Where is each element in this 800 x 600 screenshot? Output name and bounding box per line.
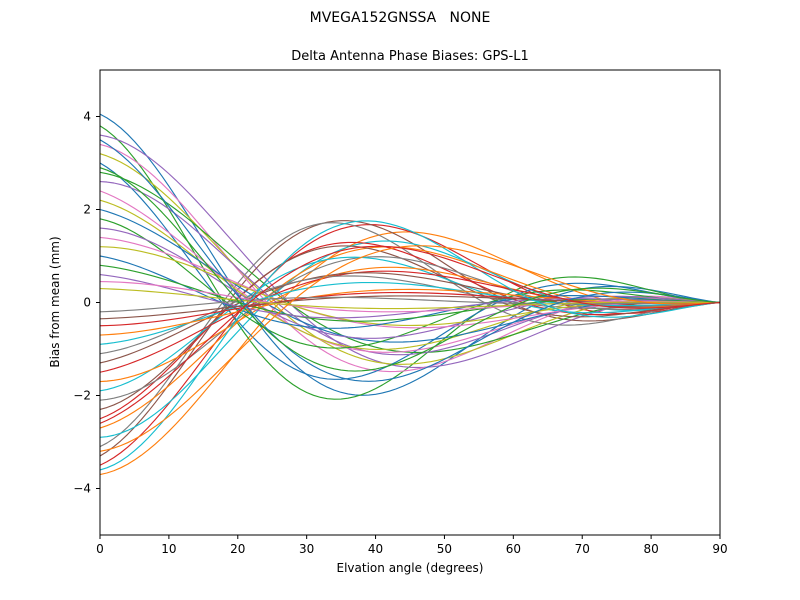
y-tick-label: 0	[83, 296, 91, 310]
x-tick-label: 40	[368, 542, 383, 556]
bias-curve	[99, 274, 721, 319]
bias-curve	[99, 280, 721, 313]
bias-curve	[99, 236, 721, 329]
y-tick-label: 2	[83, 203, 91, 217]
x-tick-label: 80	[643, 542, 658, 556]
bias-curve	[99, 153, 721, 365]
bias-curve	[99, 245, 721, 452]
bias-curve	[99, 287, 721, 310]
y-tick-label: −4	[73, 482, 91, 496]
bias-curve	[99, 220, 721, 471]
y-axis-label: Bias from mean (mm)	[48, 236, 62, 368]
x-tick-label: 70	[575, 542, 590, 556]
x-tick-label: 30	[299, 542, 314, 556]
bias-curve	[99, 291, 721, 327]
x-tick-label: 90	[712, 542, 727, 556]
x-tick-label: 60	[506, 542, 521, 556]
bias-curve	[99, 167, 721, 372]
bias-curve	[99, 224, 721, 466]
bias-curve	[99, 255, 721, 329]
bias-curve	[99, 296, 721, 313]
axes-title: Delta Antenna Phase Biases: GPS-L1	[291, 49, 529, 64]
x-tick-label: 10	[161, 542, 176, 556]
bias-curve	[99, 245, 721, 424]
figure-title: MVEGA152GNSSA NONE	[309, 10, 491, 26]
bias-curve	[99, 256, 721, 392]
bias-curve	[99, 246, 721, 429]
bias-curve	[99, 281, 721, 345]
y-tick-label: −2	[73, 389, 91, 403]
bias-curve	[99, 256, 721, 401]
y-tick-label: 4	[83, 110, 91, 124]
x-tick-label: 50	[437, 542, 452, 556]
x-tick-label: 20	[230, 542, 245, 556]
bias-curve	[99, 240, 721, 438]
bias-curve	[99, 241, 721, 420]
bias-curve	[99, 139, 721, 382]
bias-curve	[99, 272, 721, 364]
x-tick-label: 0	[96, 542, 104, 556]
bias-curve	[99, 143, 721, 373]
x-axis-label: Elvation angle (degrees)	[336, 561, 484, 575]
